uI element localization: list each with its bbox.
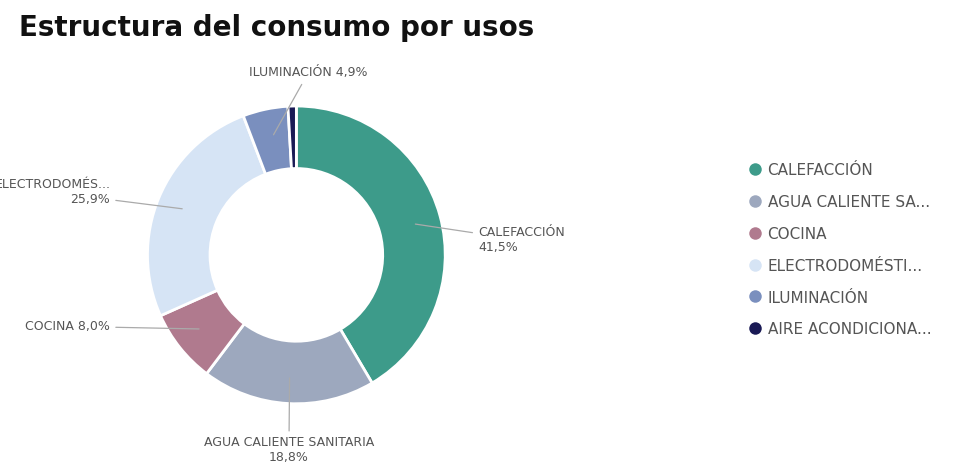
Legend: CALEFACCIÓN, AGUA CALIENTE SA..., COCINA, ELECTRODOMÉSTI..., ILUMINACIÓN, AIRE A: CALEFACCIÓN, AGUA CALIENTE SA..., COCINA…: [743, 155, 939, 345]
Wedge shape: [147, 116, 266, 316]
Wedge shape: [296, 106, 445, 383]
Text: COCINA 8,0%: COCINA 8,0%: [26, 320, 199, 333]
Wedge shape: [244, 106, 292, 174]
Text: CALEFACCIÓN
41,5%: CALEFACCIÓN 41,5%: [415, 224, 565, 254]
Text: ELECTRODOMÉS...
25,9%: ELECTRODOMÉS... 25,9%: [0, 178, 183, 209]
Text: AGUA CALIENTE SANITARIA
18,8%: AGUA CALIENTE SANITARIA 18,8%: [204, 378, 374, 464]
Wedge shape: [206, 324, 372, 404]
Wedge shape: [288, 106, 296, 169]
Text: ILUMINACIÓN 4,9%: ILUMINACIÓN 4,9%: [249, 66, 367, 135]
Wedge shape: [161, 290, 245, 374]
Text: Estructura del consumo por usos: Estructura del consumo por usos: [19, 14, 534, 42]
